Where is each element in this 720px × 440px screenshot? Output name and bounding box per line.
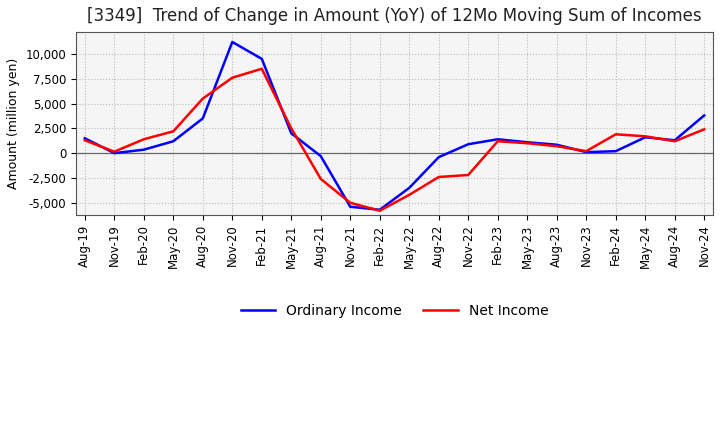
Line: Ordinary Income: Ordinary Income	[85, 42, 704, 210]
Ordinary Income	[434, 154, 443, 160]
Net Income	[641, 134, 649, 139]
Ordinary Income	[199, 116, 207, 121]
Net Income	[611, 132, 620, 137]
Net Income	[670, 139, 679, 144]
Ordinary Income	[464, 142, 472, 147]
Ordinary Income	[258, 56, 266, 62]
Net Income	[199, 96, 207, 101]
Ordinary Income	[375, 207, 384, 213]
Net Income	[700, 127, 708, 132]
Title: [3349]  Trend of Change in Amount (YoY) of 12Mo Moving Sum of Incomes: [3349] Trend of Change in Amount (YoY) o…	[87, 7, 702, 25]
Ordinary Income	[405, 185, 413, 191]
Ordinary Income	[169, 139, 178, 144]
Net Income	[434, 174, 443, 180]
Ordinary Income	[670, 138, 679, 143]
Net Income	[287, 126, 296, 131]
Net Income	[464, 172, 472, 178]
Ordinary Income	[317, 154, 325, 159]
Line: Net Income: Net Income	[85, 69, 704, 211]
Net Income	[317, 176, 325, 182]
Net Income	[405, 192, 413, 198]
Net Income	[552, 143, 561, 149]
Ordinary Income	[140, 147, 148, 152]
Net Income	[493, 139, 502, 144]
Net Income	[258, 66, 266, 71]
Net Income	[523, 141, 531, 146]
Ordinary Income	[228, 39, 237, 44]
Ordinary Income	[110, 150, 119, 156]
Net Income	[375, 208, 384, 213]
Ordinary Income	[552, 142, 561, 147]
Net Income	[228, 75, 237, 81]
Net Income	[346, 200, 354, 205]
Net Income	[81, 138, 89, 143]
Ordinary Income	[81, 136, 89, 141]
Ordinary Income	[611, 149, 620, 154]
Ordinary Income	[641, 135, 649, 140]
Net Income	[169, 128, 178, 134]
Ordinary Income	[493, 137, 502, 142]
Ordinary Income	[582, 150, 590, 155]
Ordinary Income	[523, 139, 531, 145]
Ordinary Income	[346, 204, 354, 209]
Net Income	[140, 137, 148, 142]
Net Income	[582, 149, 590, 154]
Legend: Ordinary Income, Net Income: Ordinary Income, Net Income	[235, 298, 554, 323]
Ordinary Income	[287, 131, 296, 136]
Net Income	[110, 149, 119, 154]
Ordinary Income	[700, 113, 708, 118]
Y-axis label: Amount (million yen): Amount (million yen)	[7, 58, 20, 189]
